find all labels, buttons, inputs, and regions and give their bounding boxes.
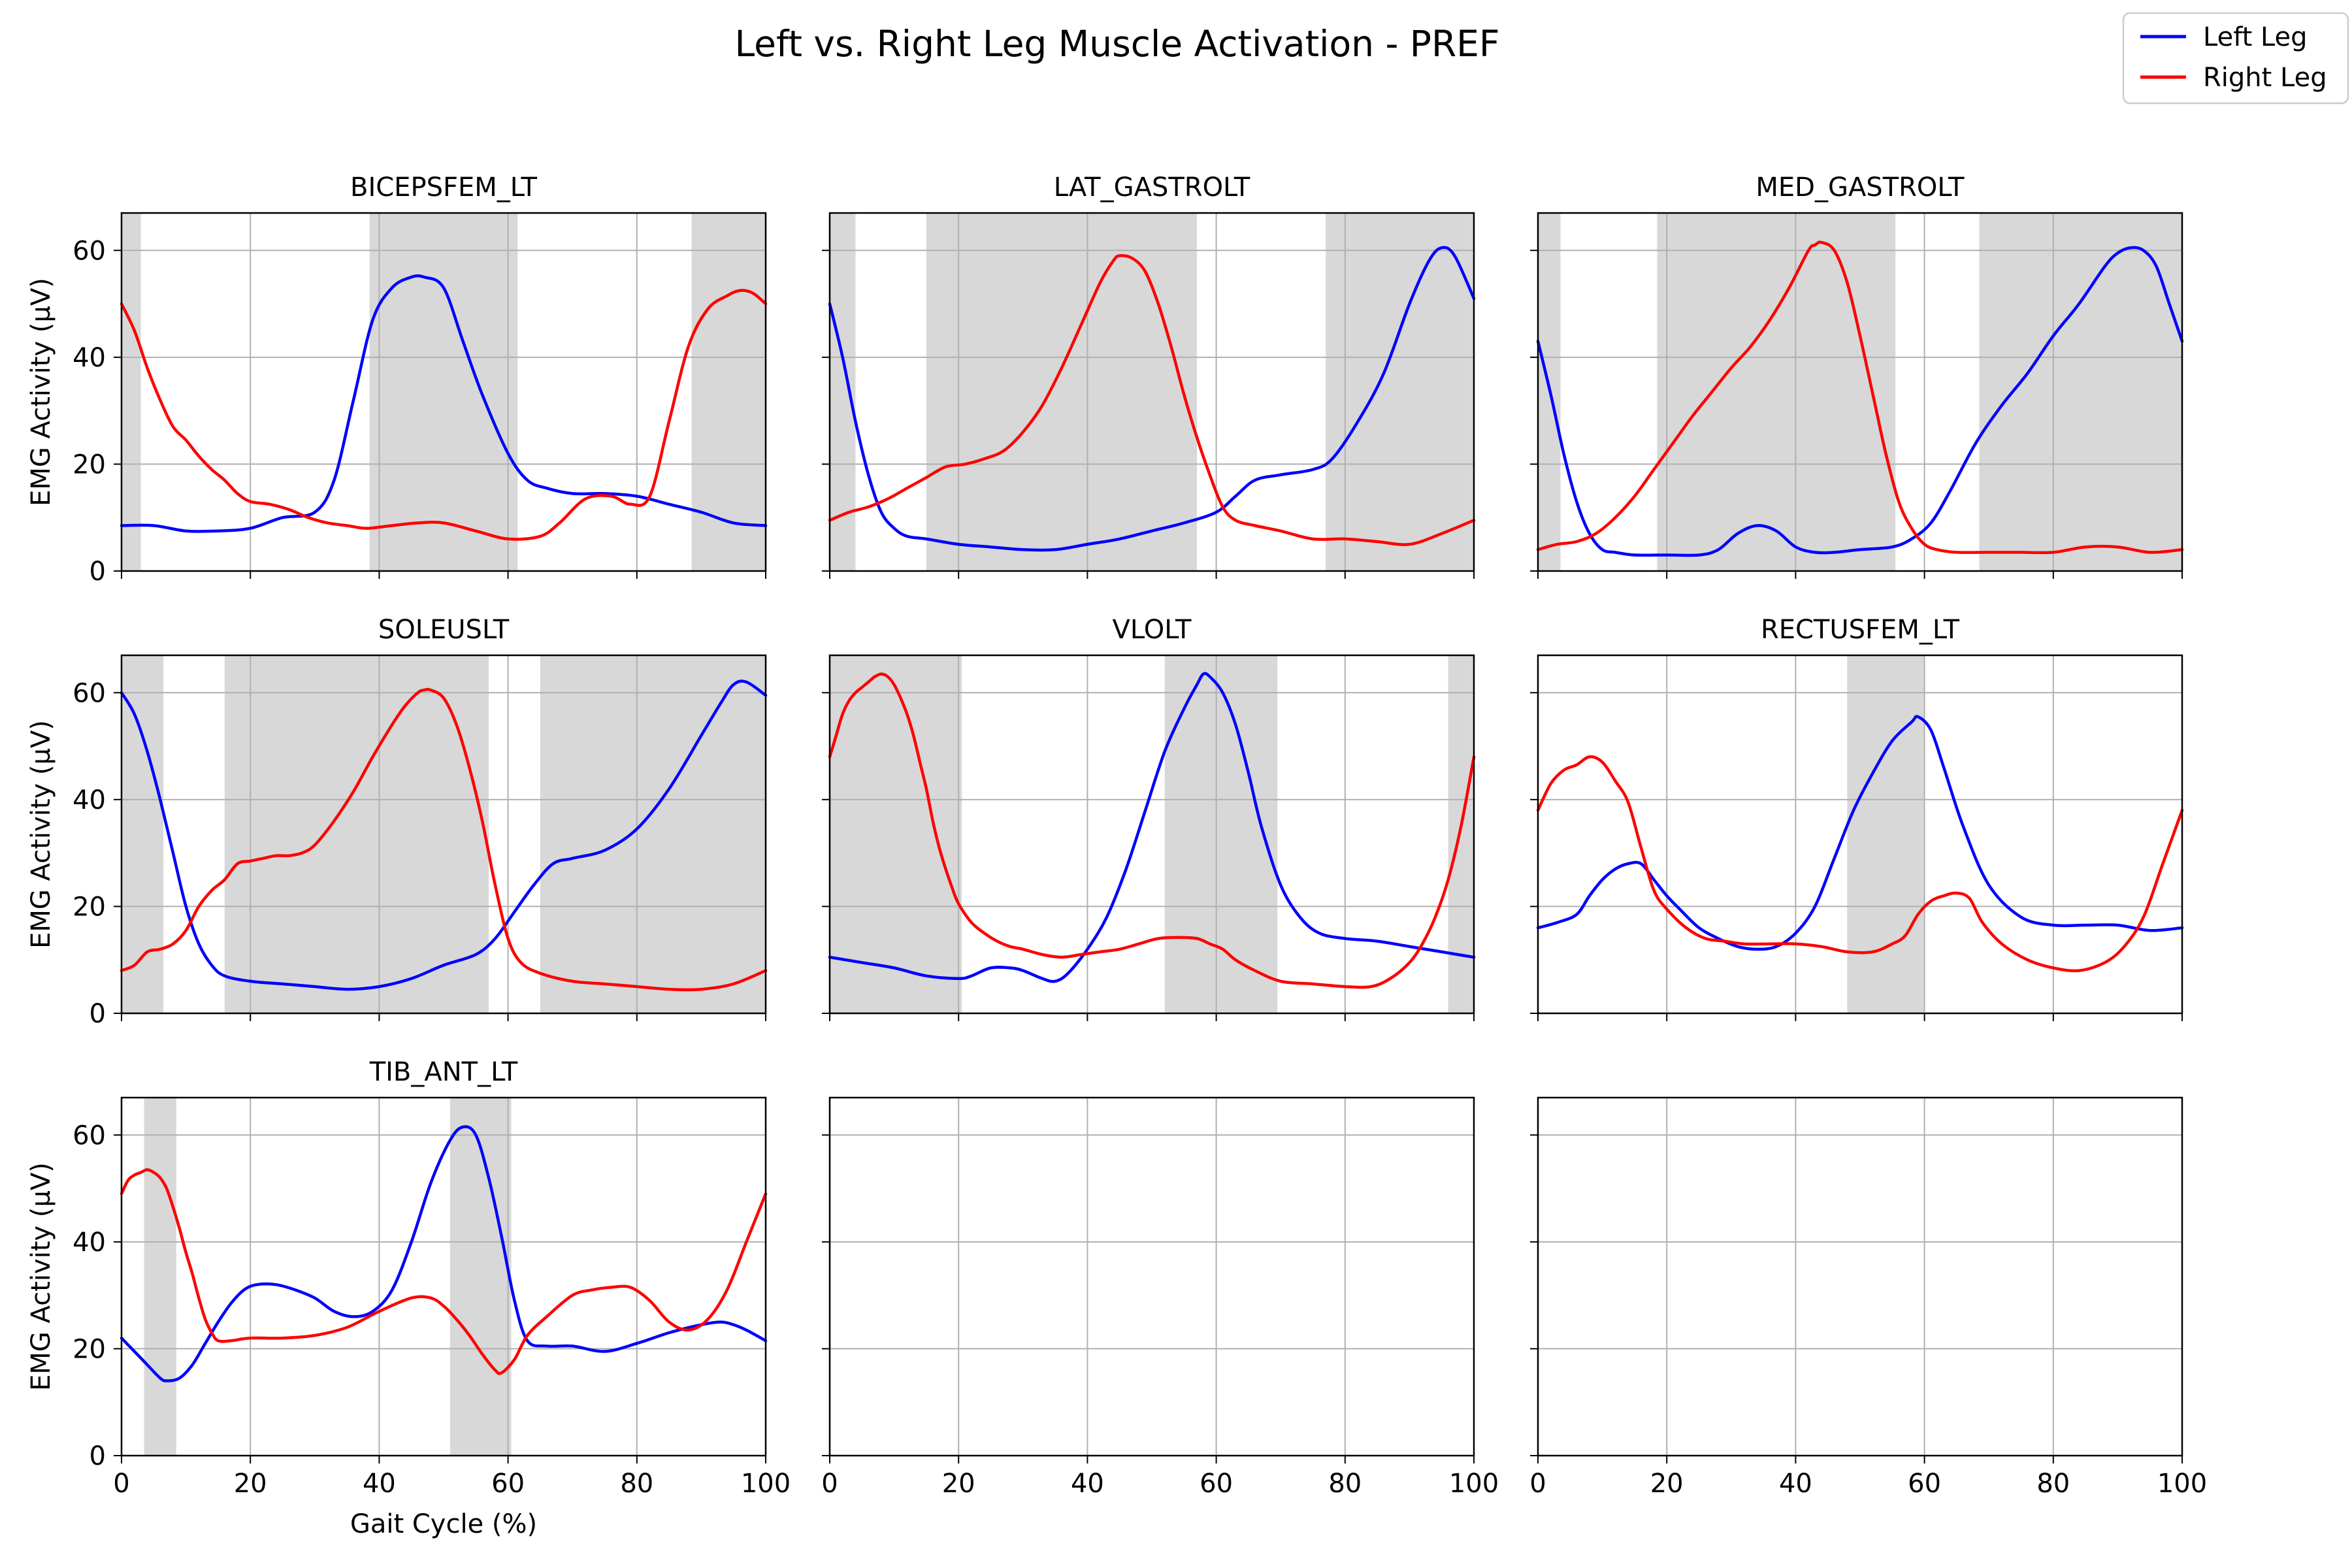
x-tick-label: 40 (363, 1469, 396, 1499)
x-tick-label: 60 (1200, 1469, 1233, 1499)
x-tick-label: 100 (2157, 1469, 2207, 1499)
shaded-region-1 (1847, 655, 1925, 1013)
series-line-left-leg (120, 1125, 768, 1382)
shaded-region-1 (122, 213, 141, 571)
shaded-region-3 (1326, 213, 1474, 571)
series-line-left-leg (828, 672, 1476, 983)
y-tick-label: 40 (73, 343, 106, 373)
y-tick-label: 0 (90, 1441, 106, 1471)
series-line-left-leg (1536, 715, 2184, 951)
shaded-region-2 (926, 213, 1198, 571)
y-tick-label: 0 (90, 999, 106, 1029)
axes-frame (828, 212, 1475, 572)
y-tick-label: 40 (73, 1228, 106, 1258)
subplot-title: SOLEUSLT (378, 615, 510, 645)
x-tick-label: 80 (2036, 1469, 2070, 1499)
series-line-right-leg (120, 687, 768, 992)
axes-frame (120, 654, 767, 1015)
y-axis-label: EMG Activity (μV) (26, 1162, 56, 1391)
subplot-7: 0 20 40 60 80 100 0 20 40 60 TIB_ANT_LT EMG Activit… (26, 1057, 791, 1539)
subplot-title: RECTUSFEM_LT (1761, 615, 1960, 645)
x-tick-label: 100 (1449, 1469, 1499, 1499)
series-line-right-leg (828, 672, 1476, 989)
subplot-2: LAT_GASTROLT (822, 172, 1476, 579)
shaded-region-2 (369, 213, 518, 571)
series-line-left-leg (120, 274, 768, 533)
legend-left-leg-label: Left Leg (2203, 22, 2308, 52)
shaded-region-1 (122, 655, 164, 1013)
x-tick-label: 80 (1328, 1469, 1362, 1499)
subplot-title: LAT_GASTROLT (1054, 172, 1250, 203)
shaded-region-3 (540, 655, 766, 1013)
x-tick-label: 0 (821, 1469, 838, 1499)
subplot-9: 0 20 40 60 80 100 (1529, 1096, 2207, 1499)
x-tick-label: 20 (1650, 1469, 1684, 1499)
subplot-title: MED_GASTROLT (1756, 172, 1965, 203)
series-line-left-leg (120, 679, 768, 991)
x-tick-label: 60 (1908, 1469, 1941, 1499)
subplot-6: RECTUSFEM_LT (1530, 615, 2184, 1021)
y-tick-label: 20 (73, 449, 106, 480)
subplot-title: TIB_ANT_LT (369, 1057, 518, 1087)
subplot-grid: 0 20 40 60 BICEPSFEM_LT EMG Activity (μV) LAT_… (26, 172, 2207, 1539)
axes-frame (828, 654, 1475, 1015)
y-tick-label: 0 (90, 557, 106, 587)
x-tick-label: 40 (1071, 1469, 1104, 1499)
series-line-left-leg (828, 246, 1476, 552)
shaded-region-3 (1448, 655, 1474, 1013)
y-tick-label: 60 (73, 678, 106, 708)
axes-frame (1537, 1096, 2183, 1457)
series-line-left-leg (1536, 246, 2184, 557)
x-tick-label: 20 (942, 1469, 975, 1499)
figure-title: Left vs. Right Leg Muscle Activation - P… (734, 23, 1499, 65)
subplot-5: VLOLT (822, 615, 1476, 1021)
shaded-region-3 (691, 213, 766, 571)
y-tick-label: 60 (73, 1120, 106, 1151)
series-line-right-leg (120, 289, 768, 541)
subplot-title: VLOLT (1113, 615, 1192, 645)
y-tick-label: 40 (73, 785, 106, 815)
legend-right-leg-label: Right Leg (2203, 63, 2327, 93)
x-tick-label: 20 (234, 1469, 267, 1499)
axes-frame (120, 212, 767, 572)
x-tick-label: 0 (113, 1469, 129, 1499)
x-axis-label: Gait Cycle (%) (350, 1509, 537, 1539)
series-line-right-leg (120, 1168, 768, 1375)
y-axis-label: EMG Activity (μV) (26, 278, 56, 506)
subplot-3: MED_GASTROLT (1530, 172, 2184, 579)
series-line-right-leg (1536, 240, 2184, 555)
legend: Left Leg Right Leg (2122, 12, 2349, 105)
axes-frame (1537, 212, 2183, 572)
x-tick-label: 40 (1779, 1469, 1812, 1499)
shaded-region-2 (449, 1098, 512, 1456)
series-line-right-leg (828, 253, 1476, 546)
shaded-region-3 (1979, 213, 2182, 571)
axes-frame (1537, 654, 2183, 1015)
y-tick-label: 20 (73, 892, 106, 922)
y-tick-label: 20 (73, 1334, 106, 1364)
shaded-region-2 (1657, 213, 1896, 571)
series-line-right-leg (1536, 755, 2184, 973)
axes-frame (828, 1096, 1475, 1457)
shaded-region-1 (830, 655, 962, 1013)
axes-frame (120, 1096, 767, 1457)
shaded-region-2 (1164, 655, 1278, 1013)
y-axis-label: EMG Activity (μV) (26, 720, 56, 949)
shaded-region-2 (224, 655, 489, 1013)
subplot-8: 0 20 40 60 80 100 (821, 1096, 1499, 1499)
x-tick-label: 80 (620, 1469, 653, 1499)
shaded-region-1 (144, 1098, 176, 1456)
x-tick-label: 60 (491, 1469, 525, 1499)
subplot-1: 0 20 40 60 BICEPSFEM_LT EMG Activity (μV) (26, 172, 768, 587)
x-tick-label: 0 (1529, 1469, 1546, 1499)
subplot-4: 0 20 40 60 SOLEUSLT EMG Activity (μV) (26, 615, 768, 1029)
y-tick-label: 60 (73, 236, 106, 266)
x-tick-label: 100 (741, 1469, 791, 1499)
subplot-title: BICEPSFEM_LT (350, 172, 538, 203)
